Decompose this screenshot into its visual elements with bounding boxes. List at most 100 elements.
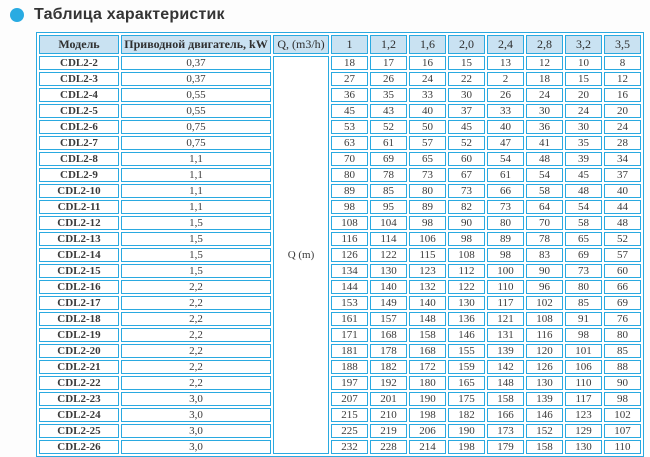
value-cell: 54 bbox=[565, 200, 602, 214]
model-cell: CDL2-6 bbox=[39, 120, 119, 134]
model-cell: CDL2-17 bbox=[39, 296, 119, 310]
table-row: CDL2-18 2,2 161 157 148 136 121 108 91 76 bbox=[39, 312, 641, 326]
value-cell: 130 bbox=[526, 376, 563, 390]
value-cell: 61 bbox=[487, 168, 524, 182]
value-cell: 37 bbox=[448, 104, 485, 118]
table-row: CDL2-25 3,0 225 219 206 190 173 152 129 107 bbox=[39, 424, 641, 438]
value-cell: 197 bbox=[331, 376, 368, 390]
value-cell: 37 bbox=[604, 168, 641, 182]
value-cell: 149 bbox=[370, 296, 407, 310]
value-cell: 110 bbox=[565, 376, 602, 390]
power-cell: 0,75 bbox=[121, 136, 271, 150]
value-cell: 152 bbox=[526, 424, 563, 438]
model-cell: CDL2-12 bbox=[39, 216, 119, 230]
value-cell: 106 bbox=[565, 360, 602, 374]
value-cell: 188 bbox=[331, 360, 368, 374]
value-cell: 33 bbox=[409, 88, 446, 102]
value-cell: 20 bbox=[604, 104, 641, 118]
power-cell: 1,1 bbox=[121, 152, 271, 166]
value-cell: 108 bbox=[331, 216, 368, 230]
table-row: CDL2-21 2,2 188 182 172 159 142 126 106 88 bbox=[39, 360, 641, 374]
value-cell: 70 bbox=[526, 216, 563, 230]
table-row: CDL2-8 1,1 70 69 65 60 54 48 39 34 bbox=[39, 152, 641, 166]
power-cell: 3,0 bbox=[121, 392, 271, 406]
power-cell: 0,37 bbox=[121, 72, 271, 86]
value-cell: 175 bbox=[448, 392, 485, 406]
value-cell: 96 bbox=[526, 280, 563, 294]
power-cell: 2,2 bbox=[121, 328, 271, 342]
value-cell: 155 bbox=[448, 344, 485, 358]
table-row: CDL2-6 0,75 53 52 50 45 40 36 30 24 bbox=[39, 120, 641, 134]
value-cell: 101 bbox=[565, 344, 602, 358]
value-cell: 148 bbox=[409, 312, 446, 326]
table-row: CDL2-13 1,5 116 114 106 98 89 78 65 52 bbox=[39, 232, 641, 246]
table-row: CDL2-2 0,37 Q (m) 18 17 16 15 13 12 10 8 bbox=[39, 56, 641, 454]
value-cell: 158 bbox=[487, 392, 524, 406]
value-cell: 116 bbox=[526, 328, 563, 342]
value-cell: 73 bbox=[487, 200, 524, 214]
value-cell: 90 bbox=[526, 264, 563, 278]
characteristics-table: Модель Приводной двигатель, kW Q, (m3/h) 1 1… bbox=[36, 32, 644, 457]
value-cell: 48 bbox=[526, 152, 563, 166]
page-title: Таблица характеристик bbox=[34, 6, 225, 23]
value-cell: 24 bbox=[565, 104, 602, 118]
value-cell: 121 bbox=[487, 312, 524, 326]
q-merged-cell: Q (m) bbox=[273, 56, 329, 454]
value-cell: 65 bbox=[565, 232, 602, 246]
value-cell: 98 bbox=[448, 232, 485, 246]
value-cell: 24 bbox=[409, 72, 446, 86]
value-cell: 126 bbox=[331, 248, 368, 262]
value-cell: 35 bbox=[565, 136, 602, 150]
value-cell: 43 bbox=[370, 104, 407, 118]
header-cell: 2,0 bbox=[448, 35, 485, 54]
value-cell: 27 bbox=[331, 72, 368, 86]
value-cell: 232 bbox=[331, 440, 368, 454]
power-cell: 1,5 bbox=[121, 216, 271, 230]
value-cell: 130 bbox=[448, 296, 485, 310]
value-cell: 139 bbox=[526, 392, 563, 406]
value-cell: 173 bbox=[487, 424, 524, 438]
power-cell: 2,2 bbox=[121, 376, 271, 390]
value-cell: 64 bbox=[526, 200, 563, 214]
value-cell: 80 bbox=[604, 328, 641, 342]
value-cell: 48 bbox=[565, 184, 602, 198]
value-cell: 69 bbox=[370, 152, 407, 166]
model-cell: CDL2-19 bbox=[39, 328, 119, 342]
value-cell: 80 bbox=[331, 168, 368, 182]
header-cell: 2,4 bbox=[487, 35, 524, 54]
header-cell: Модель bbox=[39, 35, 119, 54]
value-cell: 219 bbox=[370, 424, 407, 438]
power-cell: 2,2 bbox=[121, 344, 271, 358]
section-header: Таблица характеристик bbox=[10, 6, 225, 24]
power-cell: 1,1 bbox=[121, 200, 271, 214]
header-cell: 1,2 bbox=[370, 35, 407, 54]
value-cell: 166 bbox=[487, 408, 524, 422]
power-cell: 2,2 bbox=[121, 360, 271, 374]
value-cell: 40 bbox=[409, 104, 446, 118]
value-cell: 108 bbox=[526, 312, 563, 326]
header-cell: 3,5 bbox=[604, 35, 641, 54]
value-cell: 134 bbox=[331, 264, 368, 278]
value-cell: 13 bbox=[487, 56, 524, 70]
value-cell: 18 bbox=[331, 56, 368, 70]
value-cell: 165 bbox=[448, 376, 485, 390]
value-cell: 171 bbox=[331, 328, 368, 342]
header-cell: Q, (m3/h) bbox=[273, 35, 329, 54]
value-cell: 130 bbox=[370, 264, 407, 278]
value-cell: 52 bbox=[604, 232, 641, 246]
model-cell: CDL2-20 bbox=[39, 344, 119, 358]
value-cell: 115 bbox=[409, 248, 446, 262]
value-cell: 123 bbox=[409, 264, 446, 278]
value-cell: 110 bbox=[604, 440, 641, 454]
value-cell: 52 bbox=[448, 136, 485, 150]
value-cell: 190 bbox=[409, 392, 446, 406]
value-cell: 73 bbox=[409, 168, 446, 182]
value-cell: 45 bbox=[448, 120, 485, 134]
value-cell: 132 bbox=[409, 280, 446, 294]
table-row: CDL2-26 3,0 232 228 214 198 179 158 130 110 bbox=[39, 440, 641, 454]
model-cell: CDL2-11 bbox=[39, 200, 119, 214]
value-cell: 69 bbox=[604, 296, 641, 310]
value-cell: 117 bbox=[565, 392, 602, 406]
model-cell: CDL2-21 bbox=[39, 360, 119, 374]
value-cell: 198 bbox=[409, 408, 446, 422]
